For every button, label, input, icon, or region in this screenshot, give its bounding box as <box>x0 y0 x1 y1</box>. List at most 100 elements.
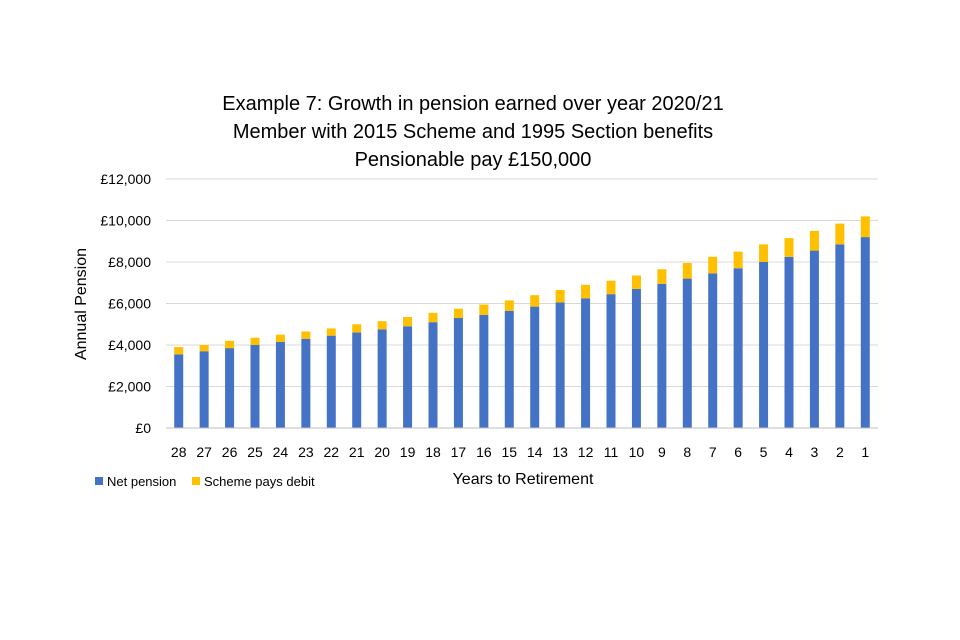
bar-scheme-pays-debit <box>199 345 209 352</box>
bar-scheme-pays-debit <box>479 304 489 315</box>
y-tick-label: £6,000 <box>108 296 151 312</box>
bar-scheme-pays-debit <box>860 216 870 238</box>
chart-title-line-3: Pensionable pay £150,000 <box>354 149 592 171</box>
bar-scheme-pays-debit <box>174 347 184 355</box>
bar-net-pension <box>250 345 260 428</box>
bar-net-pension <box>301 338 311 428</box>
bar-scheme-pays-debit <box>453 308 463 319</box>
bar-net-pension <box>733 268 743 428</box>
y-axis-tick-labels: £0 £2,000 £4,000 £6,000 £8,000 £10,000 £12,000 <box>100 171 151 436</box>
x-tick-label: 10 <box>629 444 645 460</box>
x-tick-label: 19 <box>400 444 416 460</box>
bar-scheme-pays-debit <box>784 238 794 257</box>
bar-net-pension <box>377 329 387 428</box>
x-tick-label: 13 <box>552 444 568 460</box>
x-tick-label: 14 <box>527 444 543 460</box>
x-tick-label: 26 <box>222 444 238 460</box>
bar-net-pension <box>428 322 438 428</box>
y-axis-title: Annual Pension <box>73 248 90 360</box>
bar-net-pension <box>835 244 845 428</box>
bar-net-pension <box>225 348 235 428</box>
legend: Net pension Scheme pays debit <box>95 474 315 489</box>
x-tick-label: 24 <box>273 444 289 460</box>
bar-scheme-pays-debit <box>301 331 311 339</box>
x-tick-label: 5 <box>760 444 768 460</box>
bar-net-pension <box>606 294 616 428</box>
bar-net-pension <box>275 341 285 428</box>
y-tick-label: £2,000 <box>108 379 151 395</box>
chart-title-line-2: Member with 2015 Scheme and 1995 Section… <box>232 121 714 143</box>
x-tick-label: 3 <box>811 444 819 460</box>
bar-net-pension <box>352 332 362 428</box>
x-tick-label: 21 <box>349 444 365 460</box>
y-tick-label: £10,000 <box>100 213 151 229</box>
bar-scheme-pays-debit <box>403 316 413 327</box>
y-tick-label: £8,000 <box>108 254 151 270</box>
bar-scheme-pays-debit <box>809 230 819 251</box>
bar-scheme-pays-debit <box>555 290 565 303</box>
x-tick-label: 28 <box>171 444 187 460</box>
y-tick-label: £4,000 <box>108 337 151 353</box>
bar-scheme-pays-debit <box>352 324 362 333</box>
x-tick-label: 2 <box>836 444 844 460</box>
bar-scheme-pays-debit <box>657 269 667 284</box>
bar-scheme-pays-debit <box>682 263 692 279</box>
legend-label-net-pension: Net pension <box>107 474 176 489</box>
gridlines <box>166 178 878 387</box>
bar-scheme-pays-debit <box>835 223 845 245</box>
x-tick-label: 23 <box>298 444 314 460</box>
bar-scheme-pays-debit <box>326 328 336 336</box>
bars <box>174 216 870 428</box>
x-tick-label: 20 <box>374 444 390 460</box>
chart-title-line-1: Example 7: Growth in pension earned over… <box>222 93 724 115</box>
x-tick-label: 16 <box>476 444 492 460</box>
x-tick-label: 22 <box>323 444 339 460</box>
bar-net-pension <box>708 273 718 428</box>
bar-net-pension <box>504 310 514 428</box>
x-axis-title: Years to Retirement <box>453 471 594 488</box>
legend-swatch-net-pension <box>95 477 103 485</box>
bar-scheme-pays-debit <box>275 334 285 342</box>
bar-net-pension <box>860 237 870 428</box>
x-tick-label: 4 <box>785 444 793 460</box>
legend-label-scheme-pays-debit: Scheme pays debit <box>204 474 315 489</box>
bar-net-pension <box>784 256 794 428</box>
bar-net-pension <box>682 278 692 428</box>
bar-net-pension <box>555 302 565 428</box>
bar-scheme-pays-debit <box>733 251 743 269</box>
bar-scheme-pays-debit <box>250 337 260 345</box>
bar-scheme-pays-debit <box>759 244 769 262</box>
x-tick-label: 8 <box>683 444 691 460</box>
bar-scheme-pays-debit <box>606 280 616 295</box>
x-tick-label: 6 <box>734 444 742 460</box>
bar-scheme-pays-debit <box>504 300 514 311</box>
bar-net-pension <box>759 262 769 428</box>
bar-net-pension <box>631 288 641 428</box>
bar-scheme-pays-debit <box>708 256 718 274</box>
bar-scheme-pays-debit <box>428 312 438 323</box>
x-tick-label: 17 <box>451 444 467 460</box>
x-tick-label: 1 <box>861 444 869 460</box>
bar-net-pension <box>453 318 463 428</box>
x-tick-label: 27 <box>196 444 212 460</box>
bar-net-pension <box>809 250 819 428</box>
bar-scheme-pays-debit <box>377 321 387 330</box>
bar-net-pension <box>174 354 184 428</box>
x-tick-label: 18 <box>425 444 441 460</box>
bar-net-pension <box>199 351 209 428</box>
x-tick-label: 25 <box>247 444 263 460</box>
x-tick-label: 11 <box>604 444 619 460</box>
bar-scheme-pays-debit <box>225 340 235 349</box>
y-tick-label: £12,000 <box>100 171 151 187</box>
bar-net-pension <box>403 326 413 428</box>
bar-net-pension <box>479 314 489 428</box>
x-tick-label: 9 <box>658 444 666 460</box>
bar-scheme-pays-debit <box>530 295 540 307</box>
legend-swatch-scheme-pays-debit <box>192 477 200 485</box>
bar-net-pension <box>530 306 540 428</box>
x-tick-label: 7 <box>709 444 717 460</box>
bar-net-pension <box>326 335 336 428</box>
x-tick-label: 12 <box>578 444 594 460</box>
x-tick-label: 15 <box>501 444 517 460</box>
